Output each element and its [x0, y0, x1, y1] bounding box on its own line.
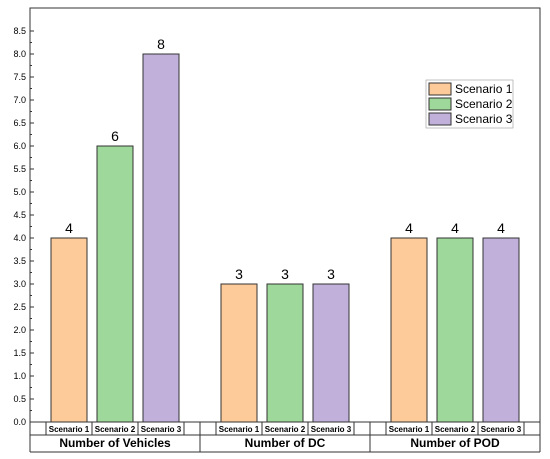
data-label: 3 — [235, 266, 243, 282]
bar — [390, 237, 428, 423]
legend-entry: Scenario 3 — [455, 112, 513, 126]
group-label: Number of POD — [410, 436, 500, 450]
group-label: Number of DC — [245, 436, 326, 450]
data-label: 3 — [327, 266, 335, 282]
group-label: Number of Vehicles — [59, 436, 171, 450]
y-tick-label: 8.0 — [13, 49, 26, 59]
y-tick-label: 0.0 — [13, 417, 26, 427]
legend-entry: Scenario 1 — [455, 82, 513, 96]
y-tick-label: 2.0 — [13, 325, 26, 335]
data-label: 3 — [281, 266, 289, 282]
category-label: Scenario 2 — [95, 425, 136, 434]
legend-entry: Scenario 2 — [455, 97, 513, 111]
category-label: Scenario 2 — [435, 425, 476, 434]
y-tick-label: 3.5 — [13, 256, 26, 266]
bar — [482, 237, 520, 423]
data-label: 6 — [111, 128, 119, 144]
bar — [50, 237, 88, 423]
y-tick-label: 1.5 — [13, 348, 26, 358]
bar — [312, 283, 350, 423]
y-tick-label: 4.0 — [13, 233, 26, 243]
category-label: Scenario 2 — [265, 425, 306, 434]
data-label: 4 — [497, 220, 505, 236]
category-label: Scenario 1 — [389, 425, 430, 434]
legend-swatch — [428, 82, 452, 96]
category-label: Scenario 1 — [219, 425, 260, 434]
y-tick-label: 4.5 — [13, 210, 26, 220]
y-tick-label: 5.0 — [13, 187, 26, 197]
legend-swatch — [428, 97, 452, 111]
y-tick-label: 1.0 — [13, 371, 26, 381]
bar — [142, 53, 180, 423]
y-tick-label: 7.5 — [13, 72, 26, 82]
y-tick-label: 8.5 — [13, 26, 26, 36]
y-tick-label: 2.5 — [13, 302, 26, 312]
category-label: Scenario 3 — [481, 425, 522, 434]
x-axis: Scenario 1 Scenario 2 Scenario 3 Number of … — [29, 422, 541, 453]
data-label: 4 — [65, 220, 73, 236]
y-tick-label: 5.5 — [13, 164, 26, 174]
y-tick-label: 3.0 — [13, 279, 26, 289]
bars: 4 6 8 3 3 3 4 4 4 — [50, 36, 520, 423]
bar — [220, 283, 258, 423]
bar — [436, 237, 474, 423]
category-label: Scenario 3 — [311, 425, 352, 434]
category-label: Scenario 1 — [49, 425, 90, 434]
bar — [96, 145, 134, 423]
y-tick-label: 6.0 — [13, 141, 26, 151]
bar — [266, 283, 304, 423]
data-label: 4 — [405, 220, 413, 236]
y-axis: 0.0 0.5 1.0 1.5 2.0 2.5 3.0 3.5 4.0 4.5 5.0 5.5 6.0 6… — [13, 26, 34, 427]
legend-swatch — [428, 112, 452, 126]
data-label: 4 — [451, 220, 459, 236]
data-label: 8 — [157, 36, 165, 52]
category-label: Scenario 3 — [141, 425, 182, 434]
y-tick-label: 0.5 — [13, 394, 26, 404]
y-tick-label: 7.0 — [13, 95, 26, 105]
y-tick-label: 6.5 — [13, 118, 26, 128]
